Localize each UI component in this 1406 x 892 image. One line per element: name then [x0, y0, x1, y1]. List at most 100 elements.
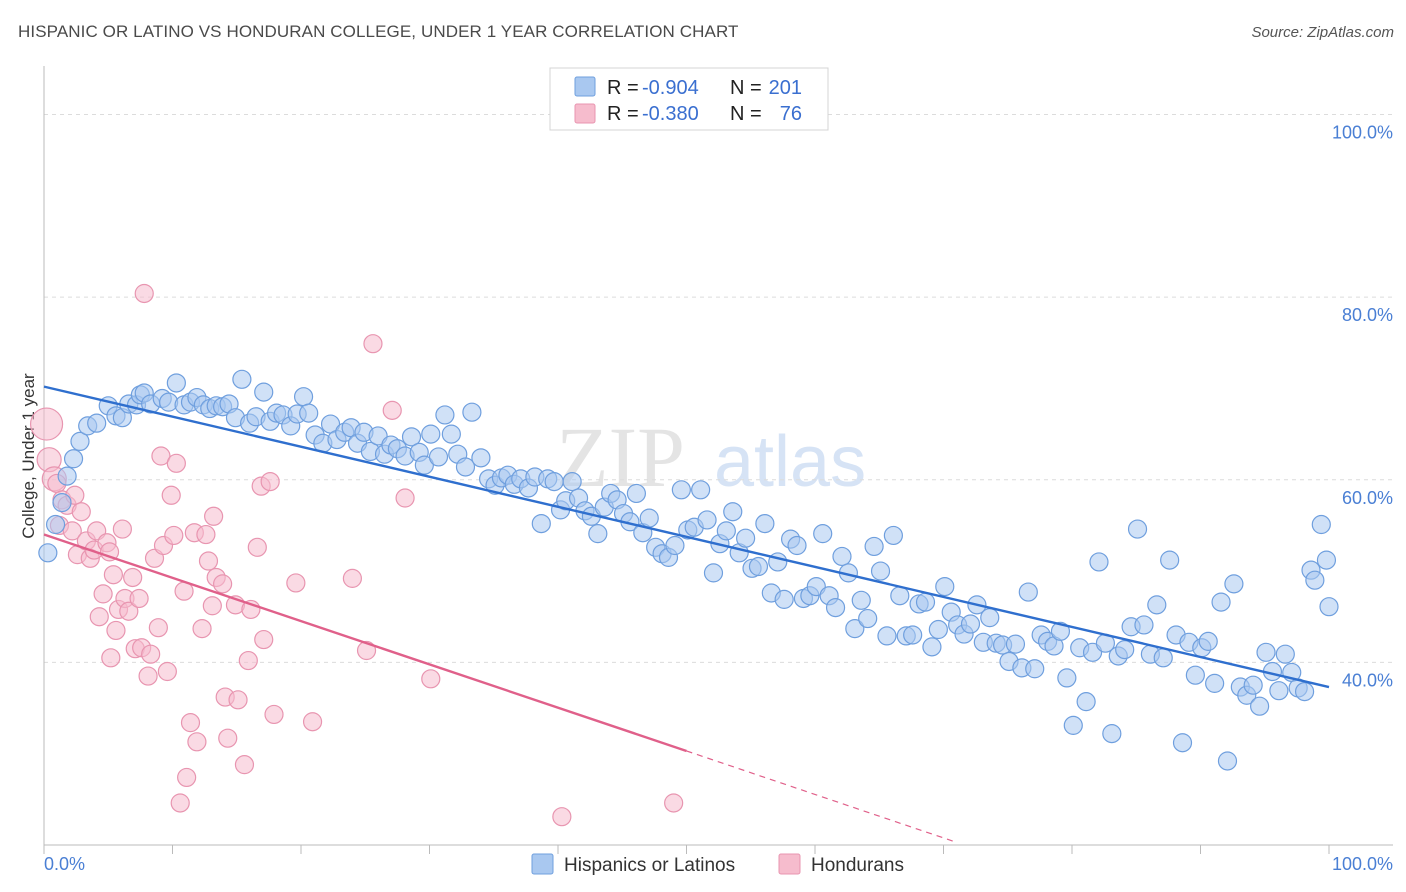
hispanic-point [960, 614, 981, 634]
hispanic-point [455, 457, 476, 477]
hispanic-point [813, 524, 833, 544]
series-legend-swatch-pink [778, 853, 801, 875]
honduran-point [192, 618, 212, 639]
hispanic-point [1311, 514, 1331, 535]
legend-r-label-1: R = [607, 77, 639, 99]
honduran-point [177, 767, 197, 788]
hispanic-point [671, 480, 691, 500]
legend-box [549, 67, 829, 131]
hispanic-point [1057, 668, 1077, 688]
hispanic-point [1115, 639, 1135, 660]
y-tick-label-100: 100.0% [1332, 123, 1393, 143]
legend-r-value-2: -0.380 [642, 103, 699, 125]
hispanic-point [723, 502, 743, 522]
honduran-point [141, 644, 161, 664]
hispanic-point [903, 625, 923, 645]
series-legend-label-hondurans: Hondurans [811, 855, 904, 876]
chart-title: HISPANIC OR LATINO VS HONDURAN COLLEGE, … [18, 22, 739, 41]
honduran-point [247, 537, 267, 557]
hispanic-point [531, 513, 551, 534]
honduran-point [196, 524, 216, 545]
legend-n-label-1: N = [730, 77, 762, 99]
hispanic-point [980, 608, 1000, 628]
honduran-point [129, 588, 149, 609]
hispanic-point [858, 608, 878, 629]
hispanic-point [1050, 621, 1071, 641]
honduran-point [228, 690, 248, 710]
hispanic-point [1211, 592, 1231, 612]
honduran-point [103, 565, 123, 585]
hispanic-point [401, 427, 422, 447]
watermark-atlas: atlas [714, 422, 866, 502]
hispanic-point [562, 471, 582, 492]
hispanic-point [1250, 696, 1270, 716]
hispanic-point [435, 405, 455, 425]
honduran-point [62, 521, 82, 541]
hispanic-point [421, 424, 441, 444]
hispanic-point [1275, 644, 1295, 664]
hispanic-point [870, 561, 891, 581]
honduran-point [71, 502, 91, 522]
honduran-point [180, 713, 201, 733]
hispanic-point [1160, 550, 1180, 570]
honduran-point [112, 519, 132, 539]
hispanic-point [1076, 692, 1096, 712]
hispanic-point [755, 513, 775, 534]
hispanic-point [639, 508, 659, 528]
honduran-point [148, 618, 168, 638]
hispanic-point [52, 492, 72, 513]
hispanic-point [45, 514, 66, 535]
honduran-point [234, 755, 255, 775]
honduran-point [238, 650, 258, 671]
hispanic-point [1205, 673, 1225, 693]
honduran-point [260, 471, 280, 492]
legend-r-label-2: R = [607, 103, 639, 125]
honduran-point [170, 793, 190, 813]
hispanic-point [1319, 597, 1339, 617]
hispanic-point [890, 586, 910, 606]
honduran-point [106, 620, 126, 641]
hispanic-point [928, 619, 948, 640]
y-axis-label: College, Under 1 year [19, 373, 38, 539]
honduran-point [119, 601, 139, 621]
hispanic-point [1269, 681, 1289, 701]
hispanic-point [626, 483, 646, 504]
hispanic-point [1089, 552, 1109, 572]
hispanic-point [441, 424, 461, 444]
legend-n-label-2: N = [730, 103, 762, 125]
honduran-point [29, 407, 64, 441]
hispanics-trend-line [43, 385, 1330, 689]
hispanic-point [544, 471, 564, 492]
honduran-point [157, 661, 177, 682]
hispanic-point [1243, 675, 1263, 695]
honduran-point [254, 629, 274, 650]
hispanic-point [691, 480, 711, 500]
hispanic-point [232, 369, 252, 389]
hispanic-point [1005, 634, 1026, 654]
hispanic-point [1025, 659, 1045, 679]
y-tick-label-40: 40.0% [1342, 670, 1393, 690]
honduran-point [286, 573, 306, 593]
honduran-point [166, 453, 186, 473]
hispanic-point [1305, 570, 1325, 590]
source-label: Source: ZipAtlas.com [1251, 24, 1394, 41]
honduran-point [138, 666, 158, 686]
hispanic-point [414, 455, 434, 475]
honduran-point [382, 400, 402, 420]
hispanic-point [38, 543, 58, 563]
honduran-point [123, 567, 143, 588]
honduran-point [164, 525, 184, 546]
hispanic-point [1198, 631, 1218, 651]
x-tick-label-0: 0.0% [44, 854, 85, 874]
honduran-point [99, 542, 120, 562]
honduran-point [204, 506, 224, 526]
hispanic-point [832, 546, 852, 567]
hispanic-point [299, 403, 319, 423]
hispanic-point [1294, 681, 1315, 702]
hispanic-point [877, 626, 897, 646]
y-tick-label-60: 60.0% [1342, 488, 1393, 508]
hispanic-point [915, 592, 936, 612]
x-tick-label-100: 100.0% [1332, 854, 1393, 874]
hispanic-point [922, 637, 942, 657]
